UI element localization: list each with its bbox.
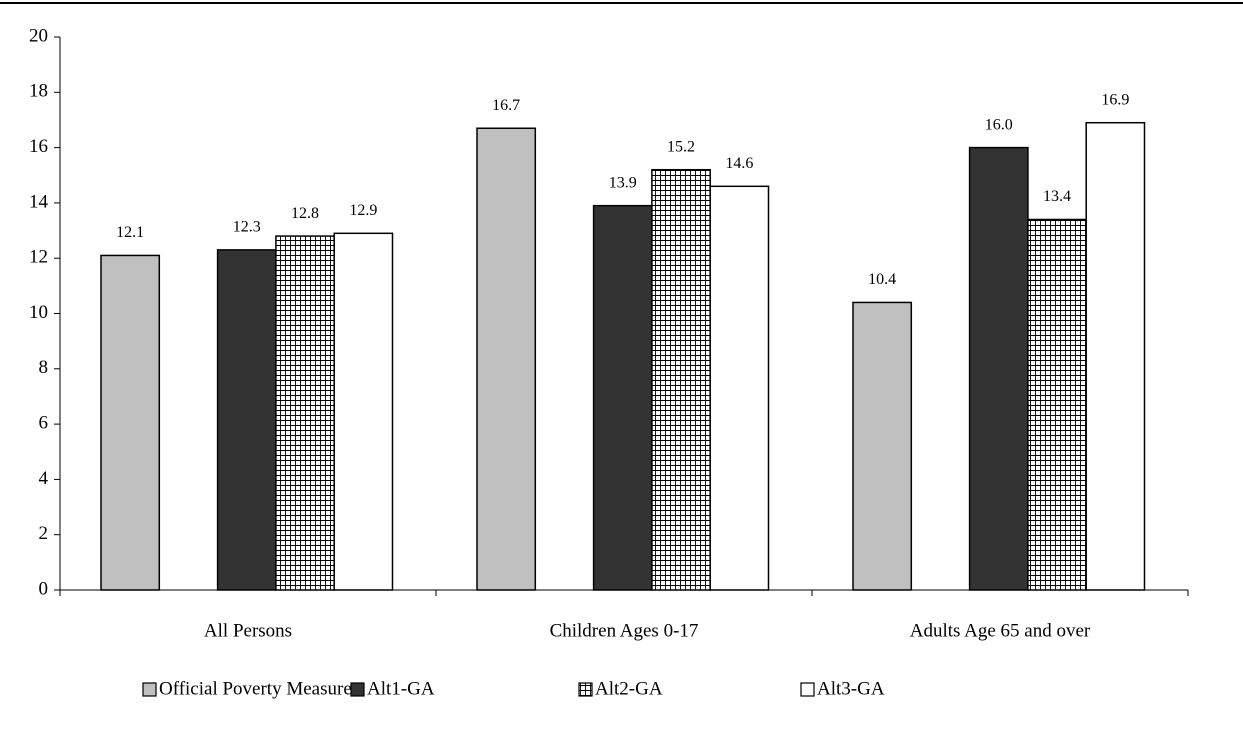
bar <box>275 235 335 591</box>
legend-swatch <box>350 682 365 697</box>
value-label: 13.9 <box>609 174 637 191</box>
bar <box>592 204 653 591</box>
value-label: 12.1 <box>116 224 144 241</box>
value-label: 12.3 <box>233 219 261 236</box>
legend-label: Alt3-GA <box>817 678 885 699</box>
y-tick-label: 2 <box>39 523 49 544</box>
y-tick-label: 0 <box>39 578 49 599</box>
legend-swatch <box>142 682 157 697</box>
value-label: 12.8 <box>291 205 319 222</box>
value-label: 10.4 <box>868 271 896 288</box>
x-tick-label: Adults Age 65 and over <box>910 620 1091 641</box>
legend-swatch <box>578 682 593 697</box>
bar <box>333 232 394 591</box>
y-tick-label: 4 <box>39 468 49 489</box>
value-label: 14.6 <box>725 155 753 172</box>
y-tick-label: 12 <box>29 247 48 268</box>
bar <box>216 249 277 591</box>
value-label: 13.4 <box>1043 188 1071 205</box>
bar <box>852 301 913 591</box>
bar <box>968 146 1029 591</box>
value-label: 16.7 <box>492 97 520 114</box>
legend-label: Alt1-GA <box>367 678 435 699</box>
y-tick-label: 16 <box>29 136 48 157</box>
y-tick-label: 14 <box>29 191 49 212</box>
x-tick-label: All Persons <box>204 620 292 641</box>
bar <box>1085 121 1146 591</box>
bar <box>476 127 537 591</box>
y-tick-label: 6 <box>39 412 49 433</box>
y-tick-label: 20 <box>29 25 48 46</box>
y-tick-label: 10 <box>29 302 48 323</box>
y-tick-label: 8 <box>39 357 49 378</box>
bar <box>1027 218 1087 591</box>
legend-label: Alt2-GA <box>595 678 663 699</box>
value-label: 12.9 <box>349 202 377 219</box>
value-label: 16.0 <box>985 116 1013 133</box>
x-tick-label: Children Ages 0-17 <box>550 620 699 641</box>
bar <box>651 168 711 591</box>
value-label: 15.2 <box>667 138 695 155</box>
legend-label: Official Poverty Measure <box>159 678 352 699</box>
bar <box>709 185 770 591</box>
value-label: 16.9 <box>1101 91 1129 108</box>
legend-swatch <box>800 682 815 697</box>
y-tick-label: 18 <box>29 81 48 102</box>
bar <box>100 254 161 591</box>
